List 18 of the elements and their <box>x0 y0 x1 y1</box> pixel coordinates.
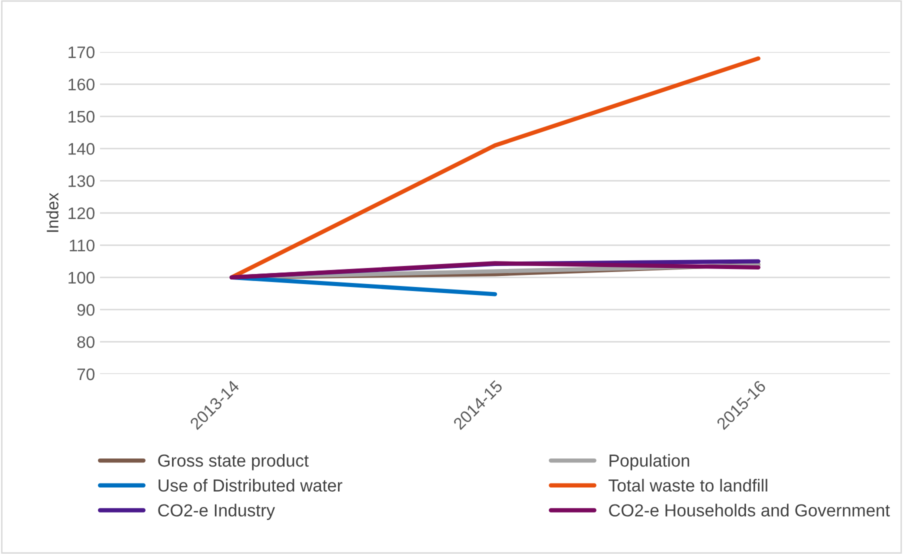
y-tick-label: 110 <box>70 240 94 252</box>
y-axis-title: Index <box>46 192 58 232</box>
y-tick-label: 120 <box>68 207 94 220</box>
legend-label: Gross state product <box>158 454 309 470</box>
legend-label: Use of Distributed water <box>158 478 342 492</box>
y-tick-label: 140 <box>68 143 94 155</box>
y-tick-label: 150 <box>68 110 94 123</box>
y-tick-label: 130 <box>68 175 94 188</box>
y-tick-label: 170 <box>68 46 94 58</box>
legend-label: CO2-e Households and Government <box>609 504 890 517</box>
y-tick-label: 70 <box>77 368 94 380</box>
legend-label: CO2-e Industry <box>158 504 276 520</box>
legend-label: Total waste to landfill <box>608 478 768 492</box>
y-tick-label: 160 <box>68 78 94 90</box>
legend-label: Population <box>610 454 690 470</box>
y-tick-label: 90 <box>77 304 94 316</box>
y-tick-label: 100 <box>68 272 94 284</box>
y-tick-label: 80 <box>77 336 94 348</box>
